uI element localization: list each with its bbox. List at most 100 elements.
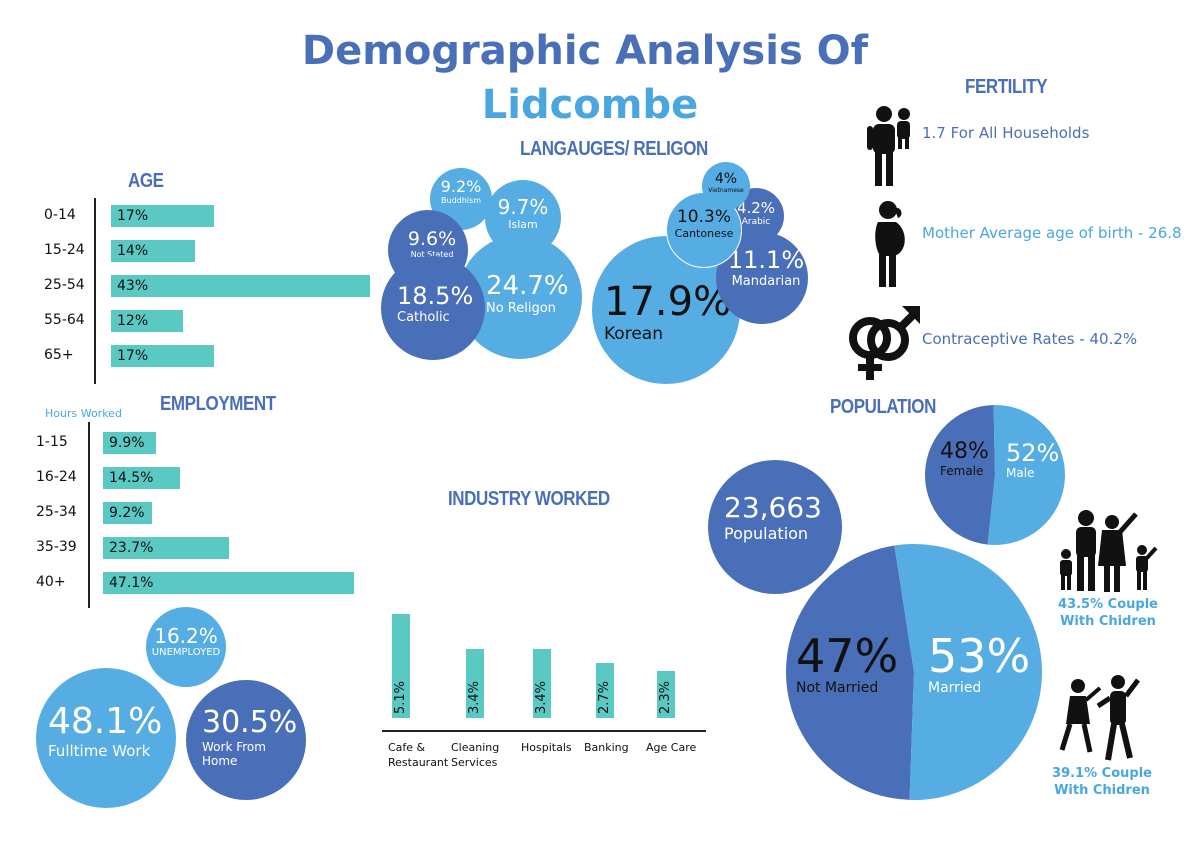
gender-slice-male: [987, 405, 1065, 545]
marital-slice-married: [894, 544, 1042, 800]
age-heading: AGE: [128, 170, 164, 192]
age-value-label: 17%: [117, 348, 149, 364]
employment-heading: EMPLOYMENT: [160, 393, 276, 415]
employment-axis: [88, 422, 90, 608]
employment-value-label: 14.5%: [109, 470, 154, 486]
unemployed-bubble: 16.2% UNEMPLOYED: [146, 607, 226, 687]
industry-bar: [392, 613, 410, 718]
notstated-value: 9.6%: [407, 228, 457, 250]
hours-worked-label: Hours Worked: [45, 407, 122, 420]
cantonese-value: 10.3%: [676, 207, 731, 227]
population-count-bubble: 23,663 Population: [708, 460, 842, 594]
cantonese-label: Cantonese: [674, 227, 734, 240]
noreligion-label: No Religon: [486, 301, 556, 316]
unemployed-label: UNEMPLOYED: [151, 647, 221, 658]
employment-value-label: 9.2%: [109, 505, 145, 521]
dancing-couple-icon: [1056, 674, 1146, 768]
unemployed-value: 16.2%: [154, 624, 218, 648]
gender-slice-female: [925, 405, 995, 545]
page-subtitle: Lidcombe: [481, 82, 699, 128]
wfh-label-1: Work From: [202, 740, 266, 754]
employment-value-label: 47.1%: [109, 575, 154, 591]
male-label: Male: [1006, 466, 1035, 480]
employment-category-label: 35-39: [36, 539, 77, 555]
employment-category-label: 16-24: [36, 469, 77, 485]
age-value-label: 14%: [117, 243, 149, 259]
arabic-label: Arabic: [741, 217, 771, 227]
islam-value: 9.7%: [497, 195, 549, 219]
employment-category-label: 1-15: [36, 434, 68, 450]
industry-bar: [466, 648, 484, 718]
industry-bar: [533, 648, 551, 718]
vietnamese-bubble: 4% Vietnamese: [702, 162, 750, 210]
employment-value-label: 9.9%: [109, 435, 145, 451]
vietnamese-label: Vietnamese: [708, 187, 744, 194]
pregnant-woman-icon: [868, 200, 908, 292]
age-value-label: 17%: [117, 208, 149, 224]
wfh-label-2: Home: [202, 754, 238, 768]
couple-children-2-line2: With Chidren: [1054, 783, 1150, 798]
industry-category-label: Cafe & Restaurant: [388, 741, 449, 769]
industry-bar: [657, 671, 675, 718]
female-label: Female: [940, 464, 984, 478]
employment-category-label: 25-34: [36, 504, 77, 520]
arabic-value: 4.2%: [736, 199, 776, 217]
age-bar: [111, 345, 214, 367]
islam-label: Islam: [508, 218, 538, 231]
couple-children-1-line2: With Chidren: [1060, 614, 1156, 629]
wfh-bubble: 30.5% Work From Home: [186, 680, 306, 800]
languages-heading: LANGAUGES/ RELIGON: [520, 138, 708, 160]
couple-children-2: 39.1% Couple With Chidren: [1040, 765, 1164, 799]
not-married-text: 47% Not Married: [796, 632, 898, 696]
fertility-mother-age: Mother Average age of birth - 26.8: [922, 224, 1182, 242]
employment-bar: [103, 467, 181, 489]
age-bar: [111, 240, 196, 262]
female-value: 48%: [940, 439, 989, 464]
fertility-heading: FERTILITY: [965, 76, 1048, 98]
industry-bar: [596, 662, 614, 718]
age-category-label: 0-14: [44, 207, 76, 223]
age-value-label: 43%: [117, 278, 149, 294]
gender-symbols-icon: [844, 304, 922, 388]
population-count-label: Population: [724, 524, 809, 543]
page-title: Demographic Analysis Of: [301, 28, 869, 74]
buddhism-value: 9.2%: [440, 177, 482, 196]
industry-value-label: 2.7%: [597, 680, 612, 714]
parent-child-icon: [864, 104, 914, 192]
fulltime-label: Fulltime Work: [48, 742, 151, 760]
industry-heading: INDUSTRY WORKED: [448, 488, 610, 510]
industry-baseline: [382, 730, 706, 732]
marital-pie: [786, 544, 1042, 800]
fulltime-value: 48.1%: [48, 701, 163, 742]
not-married-label: Not Married: [796, 680, 879, 696]
mandarin-label: Mandarian: [731, 274, 801, 289]
wfh-value: 30.5%: [202, 705, 298, 740]
age-category-label: 15-24: [44, 242, 85, 258]
notstated-label: Not Stated: [410, 250, 454, 259]
population-heading: POPULATION: [830, 396, 936, 418]
employment-category-label: 40+: [36, 574, 66, 590]
fertility-contraceptive: Contraceptive Rates - 40.2%: [922, 330, 1138, 348]
female-text: 48% Female: [940, 439, 989, 479]
industry-category-label: Banking: [584, 741, 629, 754]
age-axis: [94, 198, 96, 384]
industry-value-label: 2.3%: [658, 680, 673, 714]
catholic-bubble: 18.5% Catholic: [381, 256, 485, 360]
employment-bar: [103, 572, 355, 594]
industry-value-label: 3.4%: [534, 680, 549, 714]
couple-children-1-line1: 43.5% Couple: [1058, 597, 1158, 612]
population-count-value: 23,663: [724, 491, 822, 524]
vietnamese-value: 4%: [714, 171, 738, 187]
gender-pie: [925, 405, 1065, 545]
male-text: 52% Male: [1006, 440, 1059, 480]
industry-category-label: Age Care: [646, 741, 697, 754]
fertility-households: 1.7 For All Households: [922, 124, 1090, 142]
industry-value-label: 3.4%: [467, 680, 482, 714]
age-bar: [111, 310, 184, 332]
industry-value-label: 5.1%: [393, 680, 408, 714]
age-bar: [111, 205, 214, 227]
family-icon: [1056, 508, 1160, 598]
couple-children-1: 43.5% Couple With Chidren: [1046, 596, 1170, 630]
age-category-label: 65+: [44, 347, 74, 363]
employment-value-label: 23.7%: [109, 540, 154, 556]
